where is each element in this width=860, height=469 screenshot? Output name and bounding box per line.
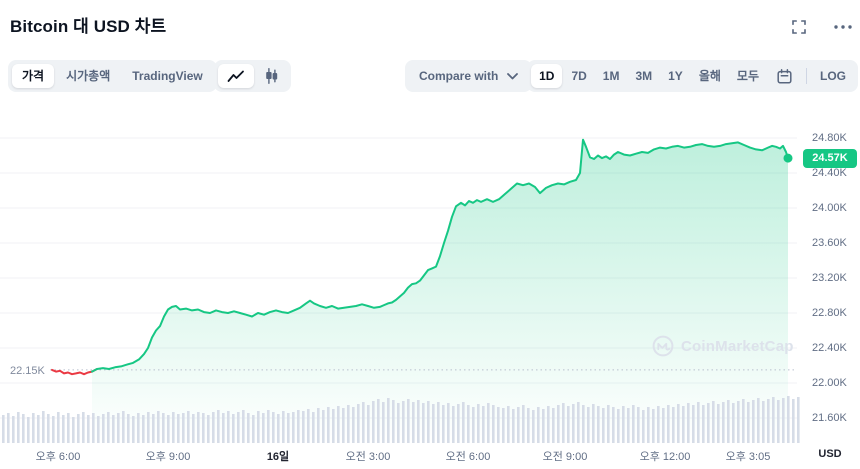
watermark-text: CoinMarketCap	[681, 337, 794, 355]
chart-mode-tabs: 가격 시가총액 TradingView	[8, 60, 217, 92]
y-axis-label: 24.40K	[812, 167, 847, 179]
y-axis-label: 22.80K	[812, 307, 847, 319]
chevron-down-icon	[507, 72, 519, 79]
y-axis-label: 23.60K	[812, 237, 847, 249]
fullscreen-icon[interactable]	[792, 20, 806, 34]
coinmarketcap-logo-icon	[652, 335, 674, 357]
range-ytd[interactable]: 올해	[698, 69, 721, 83]
more-options-icon[interactable]	[834, 25, 852, 29]
compare-with-label: Compare with	[419, 69, 499, 83]
y-axis-label: 23.20K	[812, 272, 847, 284]
x-axis-label: 오전 3:00	[345, 451, 391, 463]
x-axis-label: 오후 12:00	[639, 451, 691, 463]
toolbar-divider	[806, 68, 807, 84]
range-3m[interactable]: 3M	[635, 69, 653, 83]
range-1y[interactable]: 1Y	[668, 69, 683, 83]
header-actions	[792, 20, 852, 34]
range-selector: 1D 7D 1M 3M 1Y 올해 모두 LOG	[527, 60, 858, 92]
tab-tradingview[interactable]: TradingView	[132, 69, 203, 83]
x-axis-label: 16일	[266, 451, 290, 463]
line-chart-icon	[227, 70, 244, 82]
x-axis-label: 오후 3:05	[725, 451, 771, 463]
custom-date-button[interactable]	[768, 64, 801, 88]
y-axis-label: 22.00K	[812, 377, 847, 389]
chart-type-toggle	[214, 60, 291, 92]
coinmarketcap-watermark: CoinMarketCap	[652, 335, 794, 357]
tab-marketcap[interactable]: 시가총액	[66, 69, 111, 83]
candlestick-button[interactable]	[256, 64, 287, 88]
y-axis-label: 24.80K	[812, 132, 847, 144]
range-1m[interactable]: 1M	[602, 69, 620, 83]
line-chart-button[interactable]	[218, 64, 254, 88]
range-1d[interactable]: 1D	[531, 64, 563, 88]
page-title: Bitcoin 대 USD 차트	[10, 17, 167, 36]
compare-with-dropdown[interactable]: Compare with	[405, 60, 533, 92]
x-axis-label: 오후 9:00	[145, 451, 191, 463]
range-7d[interactable]: 7D	[571, 69, 587, 83]
calendar-icon	[777, 68, 792, 84]
x-axis-label: 오전 6:00	[445, 451, 491, 463]
price-chart-canvas[interactable]	[0, 100, 860, 469]
y-axis-label: 24.00K	[812, 202, 847, 214]
x-axis-label: 오후 6:00	[35, 451, 81, 463]
candlestick-icon	[266, 68, 278, 84]
range-all[interactable]: 모두	[736, 69, 759, 83]
log-scale-button[interactable]: LOG	[820, 69, 846, 83]
open-price-label: 22.15K	[10, 365, 45, 377]
current-price-badge: 24.57K	[803, 149, 857, 168]
x-axis-label: 오전 9:00	[542, 451, 588, 463]
y-axis-label: 22.40K	[812, 342, 847, 354]
tab-price[interactable]: 가격	[12, 64, 55, 88]
y-axis-label: 21.60K	[812, 412, 847, 424]
unit-label: USD	[818, 448, 842, 460]
